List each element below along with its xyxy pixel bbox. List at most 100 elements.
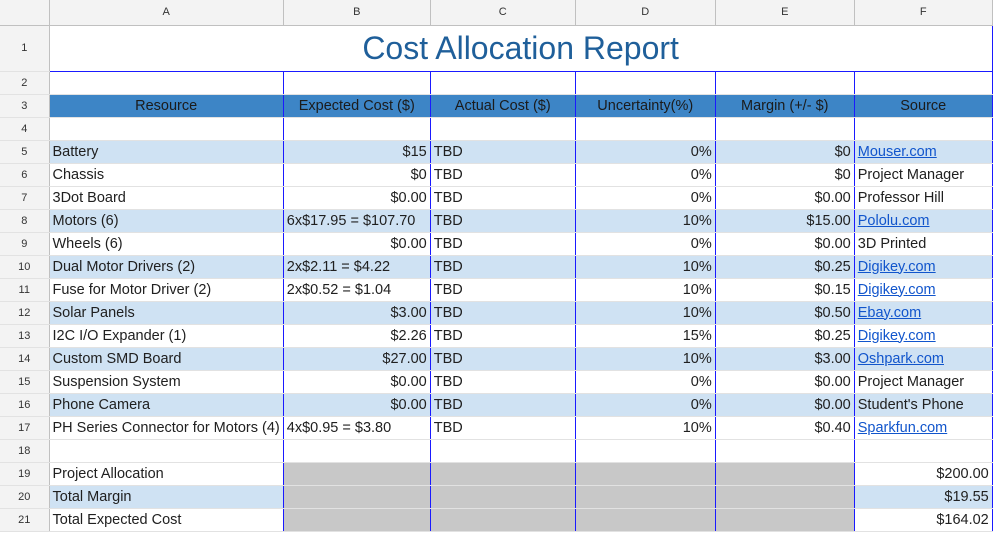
column-header-d[interactable]: D xyxy=(575,0,716,26)
margin-cell[interactable]: $0.00 xyxy=(715,186,855,210)
source-cell[interactable]: Student's Phone xyxy=(854,393,993,417)
summary-label[interactable]: Total Margin xyxy=(49,485,284,509)
cell[interactable] xyxy=(575,71,716,95)
summary-label[interactable]: Project Allocation xyxy=(49,461,284,486)
source-link[interactable]: Digikey.com xyxy=(857,258,936,275)
margin-cell[interactable]: $0.40 xyxy=(715,416,855,440)
source-link[interactable]: Oshpark.com xyxy=(857,350,944,367)
margin-cell[interactable]: $0.00 xyxy=(715,370,855,394)
resource-cell[interactable]: 3Dot Board xyxy=(49,186,284,210)
row-header[interactable]: 17 xyxy=(0,416,50,440)
row-header[interactable]: 5 xyxy=(0,140,50,164)
uncertainty-cell[interactable]: 0% xyxy=(575,186,716,210)
source-cell[interactable]: Digikey.com xyxy=(854,255,993,279)
row-header[interactable]: 8 xyxy=(0,209,50,233)
expected-cost-cell[interactable]: $3.00 xyxy=(283,301,431,325)
resource-cell[interactable]: PH Series Connector for Motors (4) xyxy=(49,416,284,440)
margin-cell[interactable]: $0.00 xyxy=(715,393,855,417)
row-header[interactable]: 7 xyxy=(0,186,50,210)
header-resource[interactable]: Resource xyxy=(49,94,284,118)
source-cell[interactable]: Oshpark.com xyxy=(854,347,993,371)
row-header[interactable]: 2 xyxy=(0,71,50,95)
row-header[interactable]: 12 xyxy=(0,301,50,325)
summary-gray-cell[interactable] xyxy=(715,508,855,532)
row-header[interactable]: 20 xyxy=(0,485,50,509)
cell[interactable] xyxy=(283,439,431,463)
cell[interactable] xyxy=(49,117,284,141)
actual-cost-cell[interactable]: TBD xyxy=(430,209,576,233)
expected-cost-cell[interactable]: 6x$17.95 = $107.70 xyxy=(283,209,431,233)
uncertainty-cell[interactable]: 0% xyxy=(575,140,716,164)
summary-gray-cell[interactable] xyxy=(575,508,716,532)
cell[interactable] xyxy=(854,439,993,463)
actual-cost-cell[interactable]: TBD xyxy=(430,232,576,256)
margin-cell[interactable]: $0 xyxy=(715,163,855,187)
resource-cell[interactable]: Solar Panels xyxy=(49,301,284,325)
actual-cost-cell[interactable]: TBD xyxy=(430,163,576,187)
row-header[interactable]: 3 xyxy=(0,94,50,118)
summary-gray-cell[interactable] xyxy=(283,485,431,509)
uncertainty-cell[interactable]: 10% xyxy=(575,255,716,279)
summary-value[interactable]: $200.00 xyxy=(854,461,993,486)
uncertainty-cell[interactable]: 10% xyxy=(575,347,716,371)
uncertainty-cell[interactable]: 0% xyxy=(575,393,716,417)
row-header[interactable]: 1 xyxy=(0,25,50,72)
cell[interactable] xyxy=(430,71,576,95)
header-actual-cost[interactable]: Actual Cost ($) xyxy=(430,94,576,118)
summary-label[interactable]: Total Expected Cost xyxy=(49,508,284,532)
resource-cell[interactable]: Motors (6) xyxy=(49,209,284,233)
source-cell[interactable]: Project Manager xyxy=(854,163,993,187)
header-uncertainty[interactable]: Uncertainty(%) xyxy=(575,94,716,118)
header-margin[interactable]: Margin (+/- $) xyxy=(715,94,855,118)
row-header[interactable]: 18 xyxy=(0,439,50,463)
actual-cost-cell[interactable]: TBD xyxy=(430,347,576,371)
actual-cost-cell[interactable]: TBD xyxy=(430,393,576,417)
uncertainty-cell[interactable]: 10% xyxy=(575,301,716,325)
resource-cell[interactable]: I2C I/O Expander (1) xyxy=(49,324,284,348)
margin-cell[interactable]: $0.25 xyxy=(715,324,855,348)
uncertainty-cell[interactable]: 10% xyxy=(575,209,716,233)
source-link[interactable]: Pololu.com xyxy=(857,212,930,229)
expected-cost-cell[interactable]: $0.00 xyxy=(283,393,431,417)
margin-cell[interactable]: $3.00 xyxy=(715,347,855,371)
source-cell[interactable]: Digikey.com xyxy=(854,324,993,348)
cell[interactable] xyxy=(575,439,716,463)
source-link[interactable]: Digikey.com xyxy=(857,281,936,298)
source-link[interactable]: Mouser.com xyxy=(857,143,937,160)
summary-gray-cell[interactable] xyxy=(575,461,716,486)
source-cell[interactable]: Pololu.com xyxy=(854,209,993,233)
expected-cost-cell[interactable]: $2.26 xyxy=(283,324,431,348)
actual-cost-cell[interactable]: TBD xyxy=(430,324,576,348)
margin-cell[interactable]: $0.15 xyxy=(715,278,855,302)
uncertainty-cell[interactable]: 10% xyxy=(575,278,716,302)
resource-cell[interactable]: Custom SMD Board xyxy=(49,347,284,371)
source-cell[interactable]: Digikey.com xyxy=(854,278,993,302)
header-expected-cost[interactable]: Expected Cost ($) xyxy=(283,94,431,118)
uncertainty-cell[interactable]: 15% xyxy=(575,324,716,348)
uncertainty-cell[interactable]: 0% xyxy=(575,163,716,187)
resource-cell[interactable]: Phone Camera xyxy=(49,393,284,417)
source-cell[interactable]: Mouser.com xyxy=(854,140,993,164)
cell[interactable] xyxy=(49,439,284,463)
expected-cost-cell[interactable]: $0.00 xyxy=(283,186,431,210)
cell[interactable] xyxy=(283,117,431,141)
row-header[interactable]: 6 xyxy=(0,163,50,187)
column-header-a[interactable]: A xyxy=(49,0,284,26)
cell[interactable] xyxy=(49,71,284,95)
margin-cell[interactable]: $0.50 xyxy=(715,301,855,325)
summary-gray-cell[interactable] xyxy=(430,485,576,509)
uncertainty-cell[interactable]: 0% xyxy=(575,370,716,394)
expected-cost-cell[interactable]: 2x$2.11 = $4.22 xyxy=(283,255,431,279)
source-link[interactable]: Ebay.com xyxy=(857,304,922,321)
expected-cost-cell[interactable]: $0.00 xyxy=(283,370,431,394)
resource-cell[interactable]: Chassis xyxy=(49,163,284,187)
expected-cost-cell[interactable]: 2x$0.52 = $1.04 xyxy=(283,278,431,302)
cell[interactable] xyxy=(283,71,431,95)
summary-gray-cell[interactable] xyxy=(575,485,716,509)
cell[interactable] xyxy=(715,117,855,141)
cell[interactable] xyxy=(430,117,576,141)
summary-gray-cell[interactable] xyxy=(715,461,855,486)
margin-cell[interactable]: $0.00 xyxy=(715,232,855,256)
resource-cell[interactable]: Dual Motor Drivers (2) xyxy=(49,255,284,279)
select-all-corner[interactable] xyxy=(0,0,50,26)
